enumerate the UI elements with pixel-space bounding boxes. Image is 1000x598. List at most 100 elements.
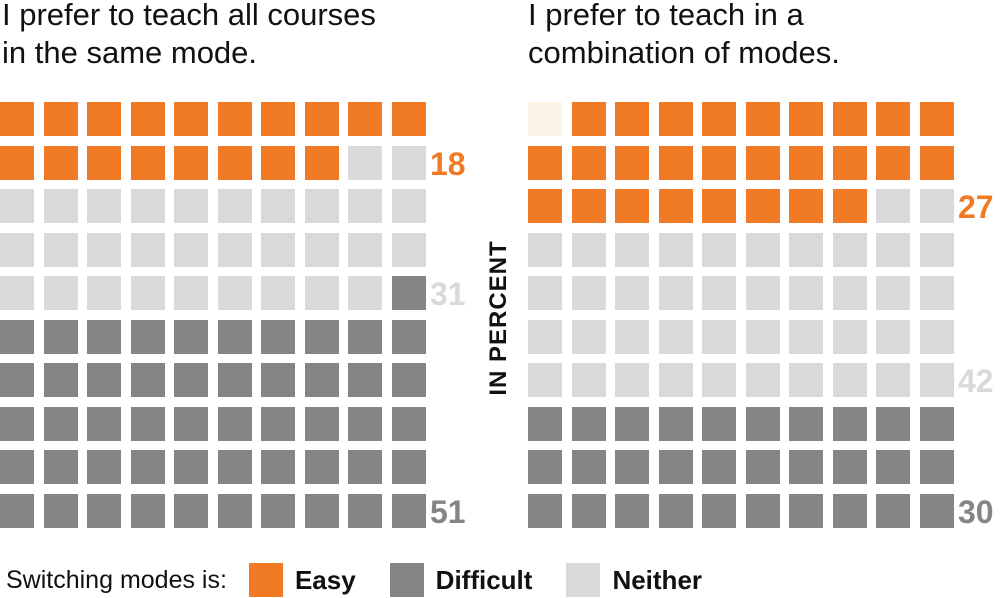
waffle-cell-difficult bbox=[174, 493, 208, 528]
legend-swatch-difficult bbox=[389, 563, 424, 597]
waffle-cell-easy bbox=[832, 145, 867, 180]
waffle-cell-difficult bbox=[528, 493, 562, 528]
waffle-cell-difficult bbox=[745, 406, 780, 441]
waffle-cell-neither bbox=[391, 232, 426, 267]
waffle-cell-difficult bbox=[304, 450, 339, 484]
waffle-cell-neither bbox=[615, 276, 649, 310]
waffle-cell-difficult bbox=[304, 493, 339, 528]
waffle-cell-easy bbox=[43, 145, 78, 180]
waffle-cell-neither bbox=[571, 276, 606, 310]
waffle-cell-neither bbox=[702, 319, 736, 354]
waffle-cell-neither bbox=[745, 232, 780, 267]
waffle-cell-difficult bbox=[174, 319, 208, 354]
waffle-cell-neither bbox=[87, 189, 121, 223]
waffle-cell-neither bbox=[919, 276, 954, 310]
waffle-cell-difficult bbox=[348, 319, 382, 354]
waffle-cell-difficult bbox=[261, 319, 295, 354]
legend-item-difficult: Difficult bbox=[389, 563, 532, 597]
waffle-cell-neither bbox=[174, 276, 208, 310]
waffle-cell-difficult bbox=[702, 406, 736, 441]
legend-swatch-neither bbox=[566, 563, 601, 597]
waffle-cell-difficult bbox=[217, 406, 252, 441]
waffle-cell-difficult bbox=[87, 450, 121, 484]
waffle-cell-easy bbox=[528, 145, 562, 180]
waffle-cell-neither bbox=[789, 319, 823, 354]
waffle-cell-difficult bbox=[217, 363, 252, 397]
waffle-cell-neither bbox=[702, 232, 736, 267]
waffle-cell-easy bbox=[174, 145, 208, 180]
waffle-cell-difficult bbox=[174, 406, 208, 441]
waffle-cell-easy bbox=[304, 145, 339, 180]
waffle-cell-easy bbox=[658, 145, 693, 180]
waffle-cell-difficult bbox=[832, 450, 867, 484]
waffle-same-mode bbox=[0, 102, 426, 528]
waffle-cell-difficult bbox=[217, 450, 252, 484]
waffle-cell-neither bbox=[528, 276, 562, 310]
waffle-cell-easy bbox=[348, 102, 382, 136]
waffle-cell-easy bbox=[174, 102, 208, 136]
waffle-cell-easy bbox=[745, 145, 780, 180]
waffle-cell-easy bbox=[0, 102, 34, 136]
waffle-cell-neither bbox=[832, 232, 867, 267]
waffle-cell-easy bbox=[571, 189, 606, 223]
waffle-cell-neither bbox=[876, 232, 910, 267]
waffle-cell-neither bbox=[0, 189, 34, 223]
waffle-cell-difficult bbox=[571, 493, 606, 528]
legend-swatch-easy bbox=[248, 563, 283, 597]
waffle-cell-difficult bbox=[658, 450, 693, 484]
waffle-cell-difficult bbox=[130, 493, 165, 528]
waffle-cell-difficult bbox=[43, 406, 78, 441]
waffle-cell-difficult bbox=[87, 363, 121, 397]
waffle-cell-easy bbox=[217, 102, 252, 136]
waffle-cell-easy bbox=[615, 189, 649, 223]
waffle-cell-neither bbox=[789, 232, 823, 267]
waffle-cell-difficult bbox=[615, 450, 649, 484]
waffle-cell-difficult bbox=[919, 493, 954, 528]
waffle-cell-neither bbox=[130, 276, 165, 310]
waffle-cell-easy bbox=[789, 189, 823, 223]
waffle-cell-difficult bbox=[130, 450, 165, 484]
waffle-cell-difficult bbox=[391, 493, 426, 528]
waffle-cell-empty bbox=[528, 102, 562, 136]
waffle-cell-difficult bbox=[130, 406, 165, 441]
waffle-cell-difficult bbox=[789, 406, 823, 441]
value-label-easy: 27 bbox=[958, 189, 994, 225]
waffle-cell-neither bbox=[261, 276, 295, 310]
chart-title-combination: I prefer to teach in a combination of mo… bbox=[528, 0, 840, 70]
waffle-cell-neither bbox=[304, 189, 339, 223]
waffle-cell-neither bbox=[261, 189, 295, 223]
waffle-cell-difficult bbox=[261, 450, 295, 484]
waffle-cell-difficult bbox=[615, 493, 649, 528]
waffle-cell-neither bbox=[217, 276, 252, 310]
waffle-cell-neither bbox=[615, 363, 649, 397]
waffle-cell-neither bbox=[43, 189, 78, 223]
waffle-cell-difficult bbox=[87, 493, 121, 528]
waffle-cell-difficult bbox=[876, 493, 910, 528]
waffle-cell-difficult bbox=[658, 406, 693, 441]
y-axis-label-text: IN PERCENT bbox=[485, 240, 512, 396]
waffle-cell-easy bbox=[615, 102, 649, 136]
waffle-cell-difficult bbox=[130, 363, 165, 397]
waffle-cell-neither bbox=[528, 363, 562, 397]
waffle-cell-neither bbox=[304, 232, 339, 267]
waffle-cell-difficult bbox=[571, 450, 606, 484]
waffle-cell-neither bbox=[919, 232, 954, 267]
waffle-cell-difficult bbox=[832, 406, 867, 441]
waffle-cell-easy bbox=[876, 145, 910, 180]
waffle-cell-difficult bbox=[702, 450, 736, 484]
waffle-cell-neither bbox=[261, 232, 295, 267]
waffle-cell-easy bbox=[658, 102, 693, 136]
waffle-cell-difficult bbox=[789, 450, 823, 484]
waffle-cell-neither bbox=[571, 319, 606, 354]
chart-title-same-mode: I prefer to teach all courses in the sam… bbox=[2, 0, 376, 70]
waffle-cell-neither bbox=[745, 276, 780, 310]
waffle-cell-difficult bbox=[87, 319, 121, 354]
waffle-cell-neither bbox=[43, 232, 78, 267]
waffle-cell-neither bbox=[876, 363, 910, 397]
waffle-cell-neither bbox=[702, 363, 736, 397]
waffle-cell-easy bbox=[87, 145, 121, 180]
waffle-cell-difficult bbox=[261, 363, 295, 397]
waffle-cell-neither bbox=[876, 276, 910, 310]
waffle-cell-difficult bbox=[174, 363, 208, 397]
waffle-cell-neither bbox=[304, 276, 339, 310]
